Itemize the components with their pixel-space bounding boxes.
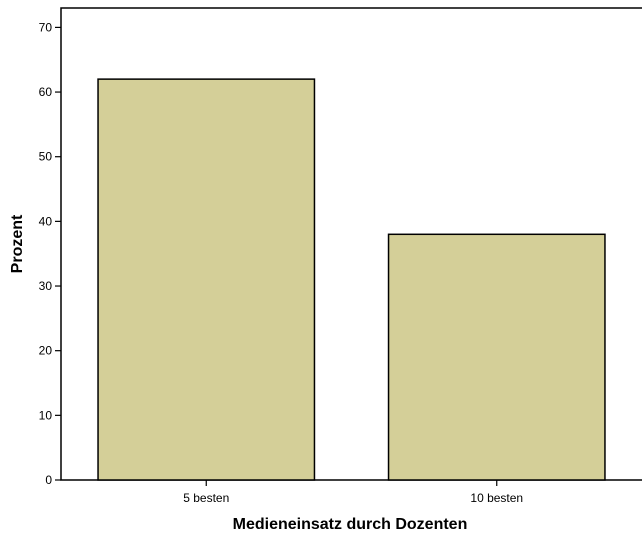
x-axis: 5 besten 10 besten xyxy=(183,480,523,505)
y-tick-label: 40 xyxy=(39,214,53,228)
bar-2 xyxy=(387,233,606,481)
y-tick-label: 10 xyxy=(39,408,53,422)
x-tick-label: 10 besten xyxy=(470,491,523,505)
y-tick-label: 70 xyxy=(39,20,53,34)
y-axis-title: Prozent xyxy=(9,214,26,273)
y-axis: 0 10 20 30 40 50 60 70 xyxy=(39,20,61,487)
y-tick-label: 30 xyxy=(39,279,53,293)
y-tick-label: 0 xyxy=(45,473,52,487)
x-axis-title: Medieneinsatz durch Dozenten xyxy=(233,516,468,533)
bar-1 xyxy=(97,78,316,481)
y-tick-label: 60 xyxy=(39,85,53,99)
bars-group xyxy=(97,78,606,481)
y-tick-label: 20 xyxy=(39,344,53,358)
plot-frame xyxy=(60,7,642,481)
x-tick-label: 5 besten xyxy=(183,491,229,505)
plot-area xyxy=(60,7,642,481)
y-tick-label: 50 xyxy=(39,150,53,164)
